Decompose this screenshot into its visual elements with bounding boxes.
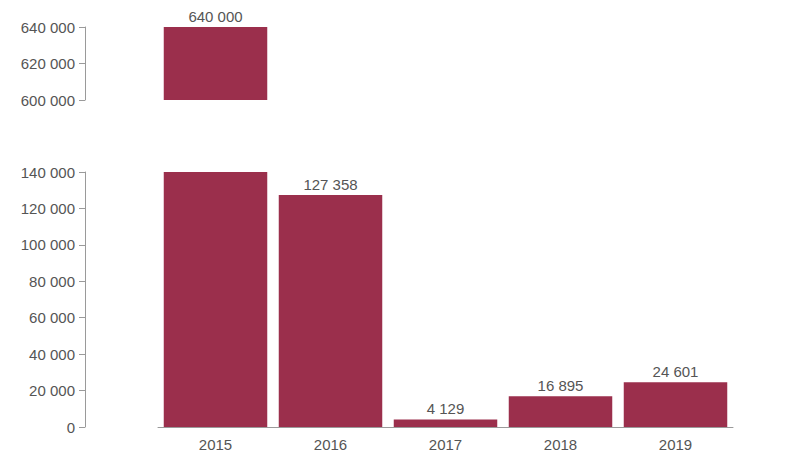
svg-text:127 358: 127 358 <box>303 176 357 193</box>
svg-text:100 000: 100 000 <box>21 236 75 253</box>
svg-text:640 000: 640 000 <box>21 19 75 36</box>
svg-text:140 000: 140 000 <box>21 164 75 181</box>
svg-text:16 895: 16 895 <box>538 377 584 394</box>
svg-text:600 000: 600 000 <box>21 92 75 109</box>
svg-text:2018: 2018 <box>544 436 577 453</box>
svg-text:2019: 2019 <box>659 436 692 453</box>
svg-text:2016: 2016 <box>314 436 347 453</box>
svg-text:2017: 2017 <box>429 436 462 453</box>
svg-text:620 000: 620 000 <box>21 55 75 72</box>
svg-text:40 000: 40 000 <box>29 346 75 363</box>
svg-text:640 000: 640 000 <box>188 8 242 25</box>
svg-text:4 129: 4 129 <box>427 400 465 417</box>
svg-text:80 000: 80 000 <box>29 273 75 290</box>
svg-text:120 000: 120 000 <box>21 200 75 217</box>
svg-text:20 000: 20 000 <box>29 382 75 399</box>
svg-text:60 000: 60 000 <box>29 309 75 326</box>
svg-text:24 601: 24 601 <box>653 363 699 380</box>
svg-text:0: 0 <box>67 419 75 436</box>
svg-text:2015: 2015 <box>199 436 232 453</box>
